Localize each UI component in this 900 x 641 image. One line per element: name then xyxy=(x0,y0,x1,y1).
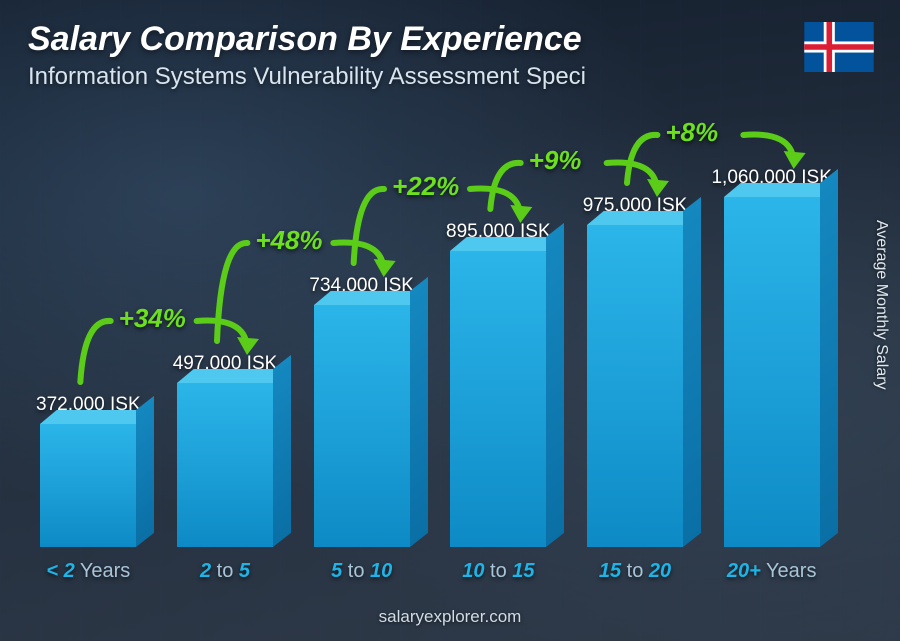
bar-side-face xyxy=(136,396,154,547)
bar-3d xyxy=(450,251,546,547)
footer: salaryexplorer.com xyxy=(0,607,900,627)
bar-3d xyxy=(587,225,683,547)
bar-front-face xyxy=(40,424,136,547)
x-axis: < 2 Years2 to 55 to 1010 to 1515 to 2020… xyxy=(20,560,840,583)
x-axis-label: 2 to 5 xyxy=(157,560,294,583)
bar-slot: 1,060,000 ISK xyxy=(703,167,840,547)
title-block: Salary Comparison By Experience Informat… xyxy=(28,20,800,91)
bar-front-face xyxy=(724,197,820,547)
bar-side-face xyxy=(683,197,701,547)
bar-slot: 372,000 ISK xyxy=(20,394,157,547)
x-axis-label: 5 to 10 xyxy=(293,560,430,583)
bar-3d xyxy=(724,197,820,547)
y-axis-label: Average Monthly Salary xyxy=(872,220,890,390)
bar-slot: 497,000 ISK xyxy=(157,353,294,547)
title: Salary Comparison By Experience xyxy=(28,20,800,59)
x-axis-label: 15 to 20 xyxy=(567,560,704,583)
bar-slot: 734,000 ISK xyxy=(293,275,430,547)
chart-area: 372,000 ISK 497,000 ISK 734,000 ISK 895,… xyxy=(20,123,840,583)
bar-slot: 895,000 ISK xyxy=(430,221,567,547)
bar-front-face xyxy=(177,383,273,547)
subtitle: Information Systems Vulnerability Assess… xyxy=(28,63,800,91)
bar-front-face xyxy=(587,225,683,547)
bar-side-face xyxy=(820,169,838,547)
bar-3d xyxy=(40,424,136,547)
bar-3d xyxy=(177,383,273,547)
bar-front-face xyxy=(450,251,546,547)
bars-row: 372,000 ISK 497,000 ISK 734,000 ISK 895,… xyxy=(20,167,840,547)
iceland-flag-icon xyxy=(804,22,874,72)
bar-3d xyxy=(314,305,410,547)
percent-increase-label: +8% xyxy=(665,117,718,148)
bar-front-face xyxy=(314,305,410,547)
bar-side-face xyxy=(410,277,428,547)
bar-slot: 975,000 ISK xyxy=(567,195,704,547)
x-axis-label: < 2 Years xyxy=(20,560,157,583)
x-axis-label: 20+ Years xyxy=(703,560,840,583)
bar-side-face xyxy=(546,223,564,547)
x-axis-label: 10 to 15 xyxy=(430,560,567,583)
chart-container: Salary Comparison By Experience Informat… xyxy=(0,0,900,641)
bar-side-face xyxy=(273,355,291,547)
